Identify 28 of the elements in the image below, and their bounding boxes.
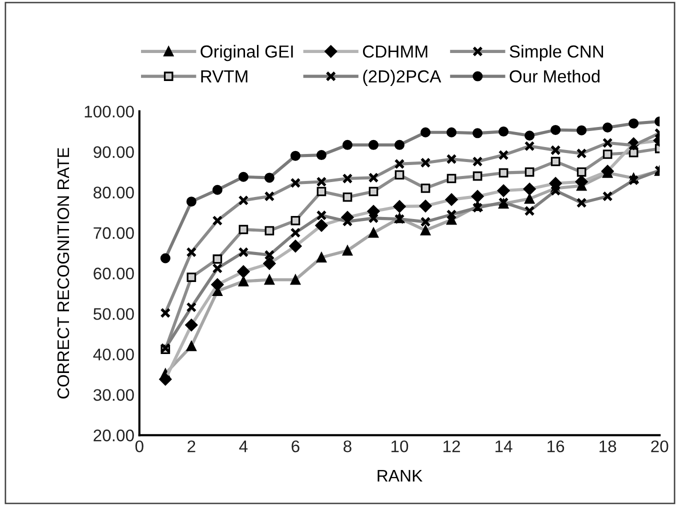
x-tick-label: 18 [600,440,616,452]
legend-label: (2D)2PCA [363,70,442,86]
y-tick-label: 80.00 [94,186,134,198]
y-tick-label: 70.00 [94,227,134,239]
x-tick-label: 2 [188,440,196,452]
y-tick-label: 20.00 [94,430,134,442]
legend-label: Our Method [510,70,600,83]
x-tick-label: 14 [496,440,512,452]
x-tick-label: 12 [444,440,460,452]
x-tick-label: 16 [548,440,564,452]
legend-label: RVTM [201,70,248,82]
legend-label: CDHMM [362,45,428,58]
legend-label: Original GEI [200,44,293,62]
y-tick-label: 30.00 [93,389,134,401]
y-tick-label: 50.00 [94,308,134,320]
x-axis-title: RANK [378,470,422,482]
y-tick-label: 90.00 [94,146,134,158]
legend-label: Simple CNN [510,44,604,62]
x-tick-label: 10 [392,440,408,452]
x-tick-label: 6 [292,440,300,452]
x-tick-label: 0 [135,440,144,452]
y-tick-label: 100.00 [84,106,134,118]
y-tick-label: 60.00 [94,268,134,280]
x-tick-label: 4 [239,440,248,452]
x-tick-label: 8 [344,440,352,452]
y-axis-title: CORRECT RECOGNITION RATE [57,148,70,398]
x-tick-label: 20 [651,440,668,452]
y-tick-label: 40.00 [93,348,134,360]
